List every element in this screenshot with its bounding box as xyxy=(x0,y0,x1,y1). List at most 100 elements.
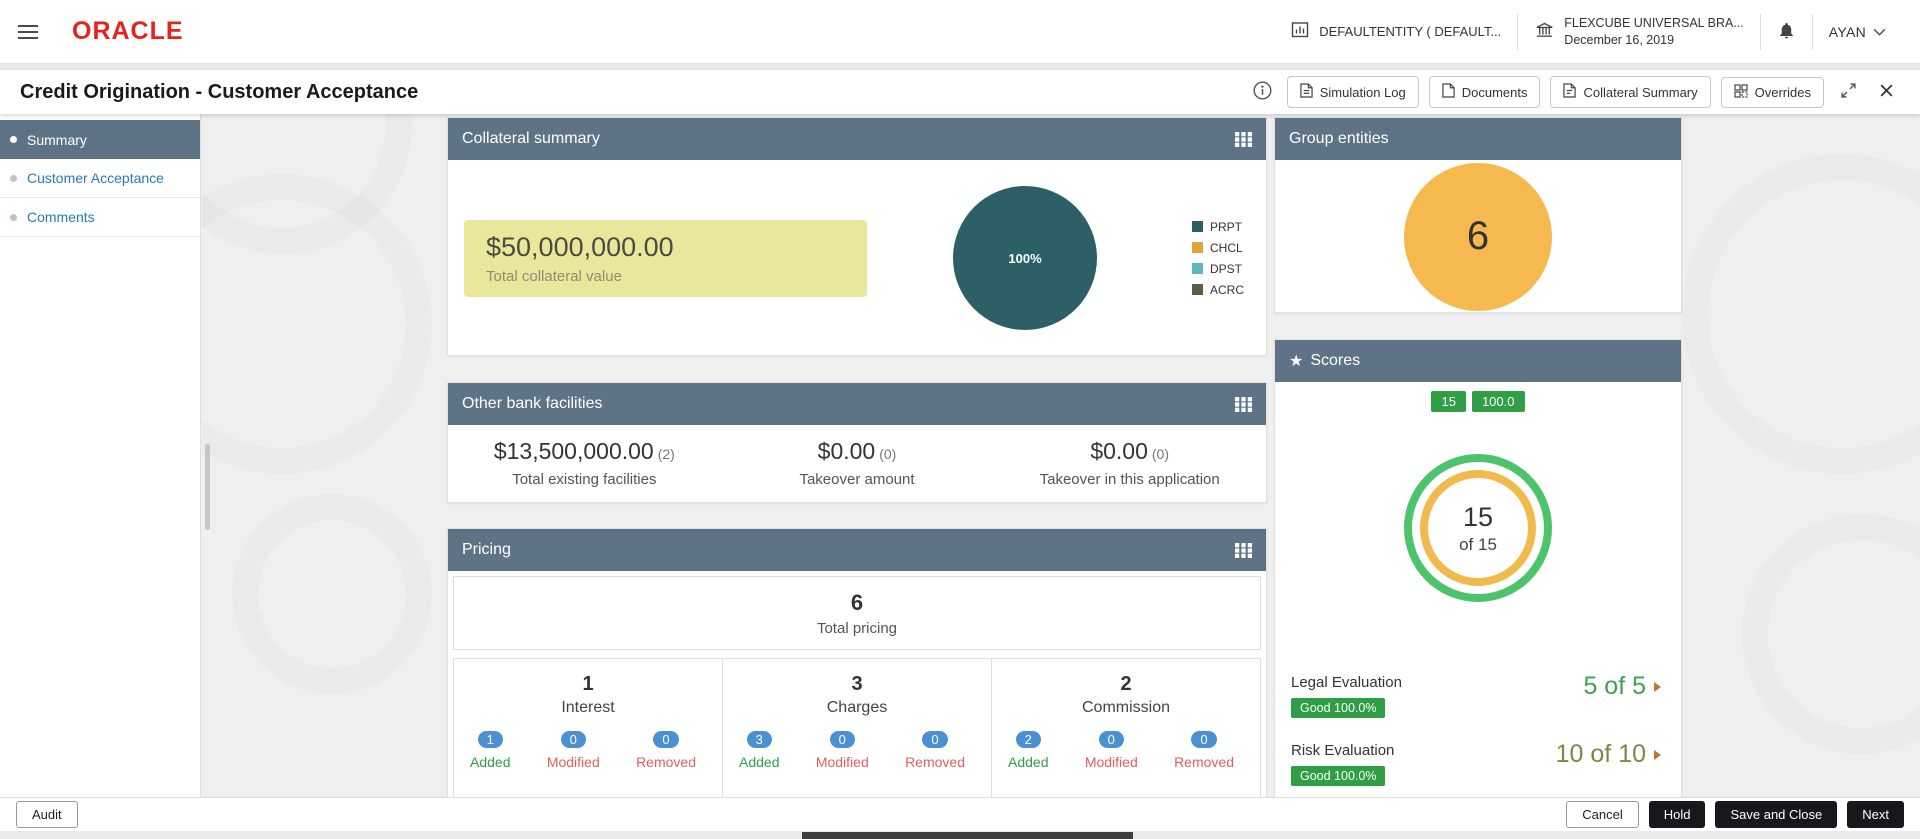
card-title: Group entities xyxy=(1289,130,1389,147)
other-bank-body: $13,500,000.00 (2) Total existing facilit… xyxy=(448,425,1266,488)
added-column: 2 Added xyxy=(1008,731,1048,770)
stat-value: $13,500,000.00 xyxy=(493,438,654,464)
modified-column: 0 Modified xyxy=(547,731,600,770)
stat-takeover-application: $0.00 (0) Takeover in this application xyxy=(993,438,1266,488)
collateral-summary-button[interactable]: Collateral Summary xyxy=(1550,76,1711,108)
divider xyxy=(1811,13,1813,50)
audit-button[interactable]: Audit xyxy=(16,801,78,828)
entity-icon xyxy=(1290,20,1310,43)
stat-value: $0.00 xyxy=(817,438,876,464)
horizontal-scrollbar-thumb[interactable] xyxy=(802,832,1133,839)
total-pricing: 6 Total pricing xyxy=(453,576,1261,650)
group-entities-value: 6 xyxy=(1466,214,1490,258)
page-title: Credit Origination - Customer Acceptance xyxy=(20,80,419,103)
chevron-right-icon[interactable] xyxy=(1654,749,1661,760)
grid-view-icon[interactable] xyxy=(1235,131,1252,147)
added-count-badge: 3 xyxy=(746,731,772,748)
grid-view-icon[interactable] xyxy=(1235,542,1252,558)
legend-swatch xyxy=(1191,284,1203,295)
sidebar-item-customer-acceptance[interactable]: Customer Acceptance xyxy=(0,159,200,198)
removed-column: 0 Removed xyxy=(905,731,965,770)
added-label: Added xyxy=(470,754,511,770)
stat-existing-facilities: $13,500,000.00 (2) Total existing facilit… xyxy=(448,438,721,488)
vertical-scrollbar-thumb[interactable] xyxy=(205,444,210,530)
grid-view-icon[interactable] xyxy=(1235,396,1252,412)
group-badges: 1 Added 0 Modified 0 Removed xyxy=(454,731,722,770)
button-label: Overrides xyxy=(1754,84,1811,100)
notifications-button[interactable] xyxy=(1761,21,1812,43)
modified-label: Modified xyxy=(546,754,600,770)
removed-label: Removed xyxy=(905,754,965,770)
menu-icon[interactable] xyxy=(18,24,44,39)
pricing-body: 6 Total pricing 1 Interest 1 Added xyxy=(448,571,1266,797)
donut-outer-ring: 15 of 15 xyxy=(1404,454,1552,602)
legend-item: ACRC xyxy=(1191,283,1244,297)
chevron-down-icon xyxy=(1873,24,1886,40)
modified-column: 0 Modified xyxy=(816,731,869,770)
group-badges: 3 Added 0 Modified 0 Removed xyxy=(723,731,991,770)
header-actions: Simulation Log Documents Collateral Summ… xyxy=(1249,76,1900,108)
sidebar-item-summary[interactable]: Summary xyxy=(0,120,200,159)
legend-label: PRPT xyxy=(1209,219,1242,234)
added-column: 3 Added xyxy=(739,731,779,770)
evaluation-name: Risk Evaluation xyxy=(1291,742,1395,759)
collateral-amount: $50,000,000.00 xyxy=(486,231,674,262)
sidebar-item-comments[interactable]: Comments xyxy=(0,198,200,237)
added-label: Added xyxy=(739,754,780,770)
evaluation-name: Legal Evaluation xyxy=(1291,674,1402,691)
added-column: 1 Added xyxy=(470,731,510,770)
collateral-pie-chart[interactable]: 100% xyxy=(953,186,1097,330)
removed-label: Removed xyxy=(636,754,696,770)
pricing-card: Pricing 6 Total pricing 1 Interest xyxy=(447,528,1267,797)
branch-info: FLEXCUBE UNIVERSAL BRA... December 16, 2… xyxy=(1564,15,1743,48)
user-menu[interactable]: AYAN xyxy=(1813,24,1902,40)
stat-count: (2) xyxy=(657,446,675,462)
risk-evaluation-row[interactable]: Risk Evaluation Good 100.0% 10 of 10 xyxy=(1291,740,1661,786)
scores-body: 15 100.0 15 of 15 xyxy=(1275,382,1681,786)
legend-item: PRPT xyxy=(1191,219,1244,234)
save-and-close-button[interactable]: Save and Close xyxy=(1715,801,1838,828)
group-entities-count[interactable]: 6 xyxy=(1404,162,1552,311)
modified-label: Modified xyxy=(815,754,869,770)
divider xyxy=(1517,13,1519,50)
evaluation-info: Risk Evaluation Good 100.0% xyxy=(1291,742,1394,786)
removed-label: Removed xyxy=(1174,754,1234,770)
dashboard-content: Collateral summary $50,000,000.00 Total … xyxy=(202,114,1920,797)
evaluation-grade-badge: Good 100.0% xyxy=(1291,766,1386,786)
collateral-body: $50,000,000.00 Total collateral value 10… xyxy=(448,160,1266,356)
info-button[interactable] xyxy=(1249,78,1277,106)
background-pattern xyxy=(1682,154,1920,474)
legend-item: CHCL xyxy=(1191,241,1244,255)
donut-inner-ring: 15 of 15 xyxy=(1420,470,1536,586)
expand-button[interactable] xyxy=(1834,78,1862,106)
branch-selector[interactable]: FLEXCUBE UNIVERSAL BRA... December 16, 2… xyxy=(1518,15,1759,48)
close-button[interactable] xyxy=(1872,78,1900,106)
documents-button[interactable]: Documents xyxy=(1428,76,1541,108)
cancel-button[interactable]: Cancel xyxy=(1566,801,1639,828)
legal-evaluation-row[interactable]: Legal Evaluation Good 100.0% 5 of 5 xyxy=(1291,672,1661,718)
divider xyxy=(1759,13,1761,50)
group-entities-body: 6 xyxy=(1275,160,1681,313)
next-button[interactable]: Next xyxy=(1847,801,1904,828)
group-entities-card: Group entities 6 xyxy=(1274,117,1682,313)
collateral-summary-icon xyxy=(1563,83,1577,101)
chevron-right-icon[interactable] xyxy=(1654,681,1661,692)
bullet-icon xyxy=(10,174,17,182)
entity-selector[interactable]: DEFAULTENTITY ( DEFAULT... xyxy=(1274,20,1517,43)
donut-value: 15 xyxy=(1462,501,1494,532)
pie-percent-label: 100% xyxy=(1008,250,1042,266)
stat-value: $0.00 xyxy=(1090,438,1148,464)
oracle-logo: ORACLE xyxy=(72,17,184,45)
simulation-log-button[interactable]: Simulation Log xyxy=(1286,76,1419,108)
removed-count-badge: 0 xyxy=(922,731,948,748)
modified-label: Modified xyxy=(1084,754,1138,770)
hold-button[interactable]: Hold xyxy=(1648,801,1706,828)
button-label: Documents xyxy=(1461,84,1528,100)
branch-date: December 16, 2019 xyxy=(1564,32,1675,47)
legend-swatch xyxy=(1191,242,1203,253)
close-icon xyxy=(1879,83,1894,101)
overrides-button[interactable]: Overrides xyxy=(1720,76,1824,108)
legend-swatch xyxy=(1191,221,1203,232)
stat-label: Takeover amount xyxy=(799,471,915,488)
topbar: ORACLE DEFAULTENTITY ( DEFAULT... FLEXCU… xyxy=(0,0,1920,64)
